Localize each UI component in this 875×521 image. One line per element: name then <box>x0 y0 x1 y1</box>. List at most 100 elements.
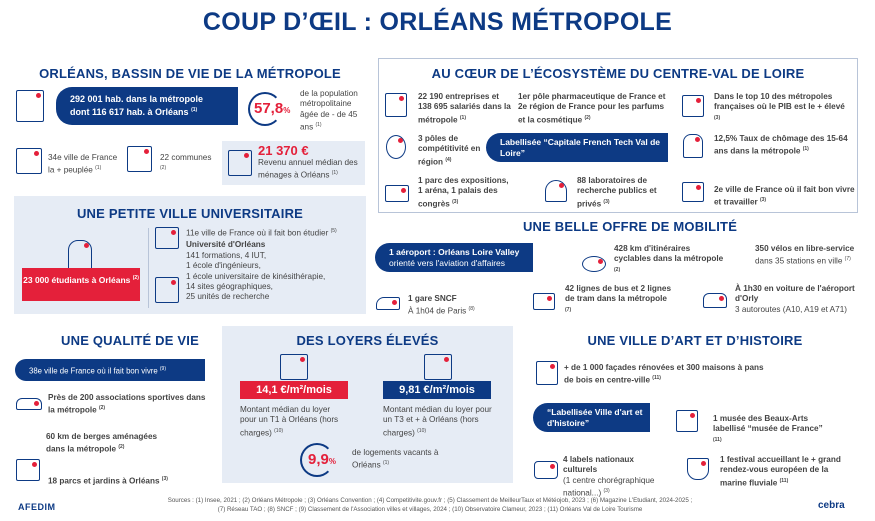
ref: (10) <box>274 427 284 434</box>
art-item: 4 labels nationaux culturels (1 centre ch… <box>563 455 668 499</box>
text: 88 laboratoires de recherche publics et … <box>577 176 657 209</box>
ref: (11) <box>779 477 789 484</box>
airport-line2: orienté vers l'aviation d'affaires <box>389 257 506 268</box>
house-euro-icon <box>424 354 452 380</box>
camera-icon <box>534 461 558 479</box>
text: 18 parcs et jardins à Orléans <box>48 476 160 486</box>
sub: (1 centre chorégraphique national...) <box>563 475 655 498</box>
text: 2e ville de France où il fait bon vivre … <box>714 185 855 208</box>
vacancy-text: de logements vacants à Orléans (1) <box>352 448 447 471</box>
ref: (1) <box>95 165 102 172</box>
ref: (3) <box>714 114 721 121</box>
ref: (3) <box>603 487 610 494</box>
text: 4 labels nationaux culturels <box>563 455 634 475</box>
text: Montant médian du loyer pour un T3 et + … <box>383 405 492 438</box>
study-rank: 11e ville de France où il fait bon étudi… <box>186 226 366 239</box>
population-line1: 292 001 hab. dans la métropole <box>70 94 204 104</box>
network-icon <box>386 135 406 159</box>
town-hall-icon <box>127 146 152 172</box>
sources-line: (7) Réseau TAO ; (8) SNCF ; (9) Classeme… <box>217 505 643 513</box>
t3-price: 9,81 €/m²/mois <box>383 381 491 399</box>
youth-percent: 57,8% <box>254 100 290 118</box>
ref: (1) <box>802 146 809 153</box>
worker-icon <box>683 134 703 158</box>
growth-chart-euro-icon <box>682 95 704 117</box>
text: 428 km d'itinéraires cyclables dans la m… <box>614 244 724 264</box>
section-title-quality: UNE QUALITÉ DE VIE <box>61 333 199 348</box>
sub: À 1h04 de Paris <box>408 307 467 317</box>
park-bench-icon <box>16 459 40 481</box>
eco-item: 22 190 entreprises et 138 695 salariés d… <box>418 92 513 126</box>
eco-item: 1er pôle pharmaceutique de France et 2e … <box>518 92 668 126</box>
text: 1er pôle pharmaceutique de France et 2e … <box>518 92 666 125</box>
rents-box <box>222 326 513 483</box>
mobility-item: 350 vélos en libre-service dans 35 statio… <box>755 244 865 267</box>
text: 1 festival accueillant le + grand rendez… <box>720 455 841 488</box>
detail-line: 25 unités de recherche <box>186 292 270 302</box>
ref: (3) <box>603 198 610 205</box>
text: 34e ville de France la + peuplée <box>48 153 118 176</box>
text: 38e ville de France où il fait bon vivre <box>29 366 158 376</box>
sources: Sources : (1) Insee, 2021 ; (2) Orléans … <box>100 497 760 514</box>
text: 3 pôles de compétitivité en région <box>418 134 481 167</box>
ref: (1) <box>191 107 198 113</box>
ref: (2) <box>118 444 125 451</box>
text: 11e ville de France où il fait bon étudi… <box>186 228 329 238</box>
text: Près de 200 associations sportives dans … <box>48 393 206 416</box>
ref: (11) <box>652 375 661 382</box>
ref: (8) <box>468 306 475 313</box>
t1-price: 14,1 €/m²/mois <box>240 381 348 399</box>
ref: (1) <box>459 114 466 121</box>
ref: (3) <box>452 198 459 205</box>
text: 23 000 étudiants à Orléans <box>23 274 131 285</box>
text: + de 1 000 façades rénovées et 300 maiso… <box>564 363 764 386</box>
pct-unit: % <box>283 106 291 115</box>
eco-item: 3 pôles de compétitivité en région (4) <box>418 134 488 168</box>
income-box <box>222 141 365 185</box>
university-building-icon <box>155 277 179 303</box>
art-item: 1 musée des Beaux-Arts labellisé “musée … <box>713 414 833 448</box>
university-details: 141 formations, 4 IUT, 1 école d'ingénieu… <box>186 251 366 302</box>
detail-line: 141 formations, 4 IUT, <box>186 251 267 260</box>
caduceus-icon <box>545 180 567 202</box>
ref: (1) <box>382 460 390 467</box>
mobility-item: 42 lignes de bus et 2 lignes de tram dan… <box>565 284 675 318</box>
student-icon <box>68 240 92 270</box>
section-title-univ: UNE PETITE VILLE UNIVERSITAIRE <box>76 206 304 221</box>
ref: (4) <box>445 156 452 163</box>
text: 1 parc des expositions, 1 aréna, 1 palai… <box>418 176 509 209</box>
t3-text: Montant médian du loyer pour un T3 et + … <box>383 405 493 439</box>
section-title-ecosystem: AU CŒUR DE L’ÉCOSYSTÈME DU CENTRE-VAL DE… <box>431 66 805 81</box>
income-value: 21 370 € <box>258 143 309 158</box>
family-icon <box>228 150 252 176</box>
divider <box>148 228 149 308</box>
text: 60 km de berges aménagées dans la métrop… <box>46 432 158 455</box>
text: 22 190 entreprises et 138 695 salariés d… <box>418 92 511 125</box>
car-icon <box>703 293 727 308</box>
half-timbered-house-icon <box>536 361 558 385</box>
communes-text: 22 communes (2) <box>160 153 215 176</box>
text: Revenu annuel médian des ménages à Orléa… <box>258 158 358 181</box>
ref: (1) <box>315 121 322 128</box>
ref: (3) <box>759 197 767 204</box>
income-text: Revenu annuel médian des ménages à Orléa… <box>258 158 366 181</box>
map-icon <box>16 148 42 174</box>
section-title-rents: DES LOYERS ÉLEVÉS <box>296 333 439 348</box>
page-title: COUP D’ŒIL : ORLÉANS MÉTROPOLE <box>202 8 673 36</box>
mobility-item: 1 gare SNCF À 1h04 de Paris (8) <box>408 294 488 317</box>
ref: (7) <box>844 256 851 263</box>
ecosystem-box <box>378 58 858 213</box>
detail-line: 14 sites géographiques, <box>186 281 273 291</box>
ref: (2) <box>98 405 106 412</box>
eco-item: Dans le top 10 des métropoles françaises… <box>714 92 849 126</box>
airport-line1: 1 aéroport : Orléans Loire Valley <box>389 246 520 257</box>
ref: (9) <box>159 365 167 372</box>
eco-item: 88 laboratoires de recherche publics et … <box>577 176 667 210</box>
text: Dans le top 10 des métropoles françaises… <box>714 92 845 112</box>
ref: (11) <box>713 436 722 443</box>
sub: 3 autoroutes (A10, A19 et A71) <box>735 304 847 314</box>
mobility-item: 428 km d'itinéraires cyclables dans la m… <box>614 244 724 278</box>
bus-icon <box>533 293 555 310</box>
eco-item: 1 parc des expositions, 1 aréna, 1 palai… <box>418 176 513 210</box>
text: 1 musée des Beaux-Arts labellisé “musée … <box>713 414 823 434</box>
